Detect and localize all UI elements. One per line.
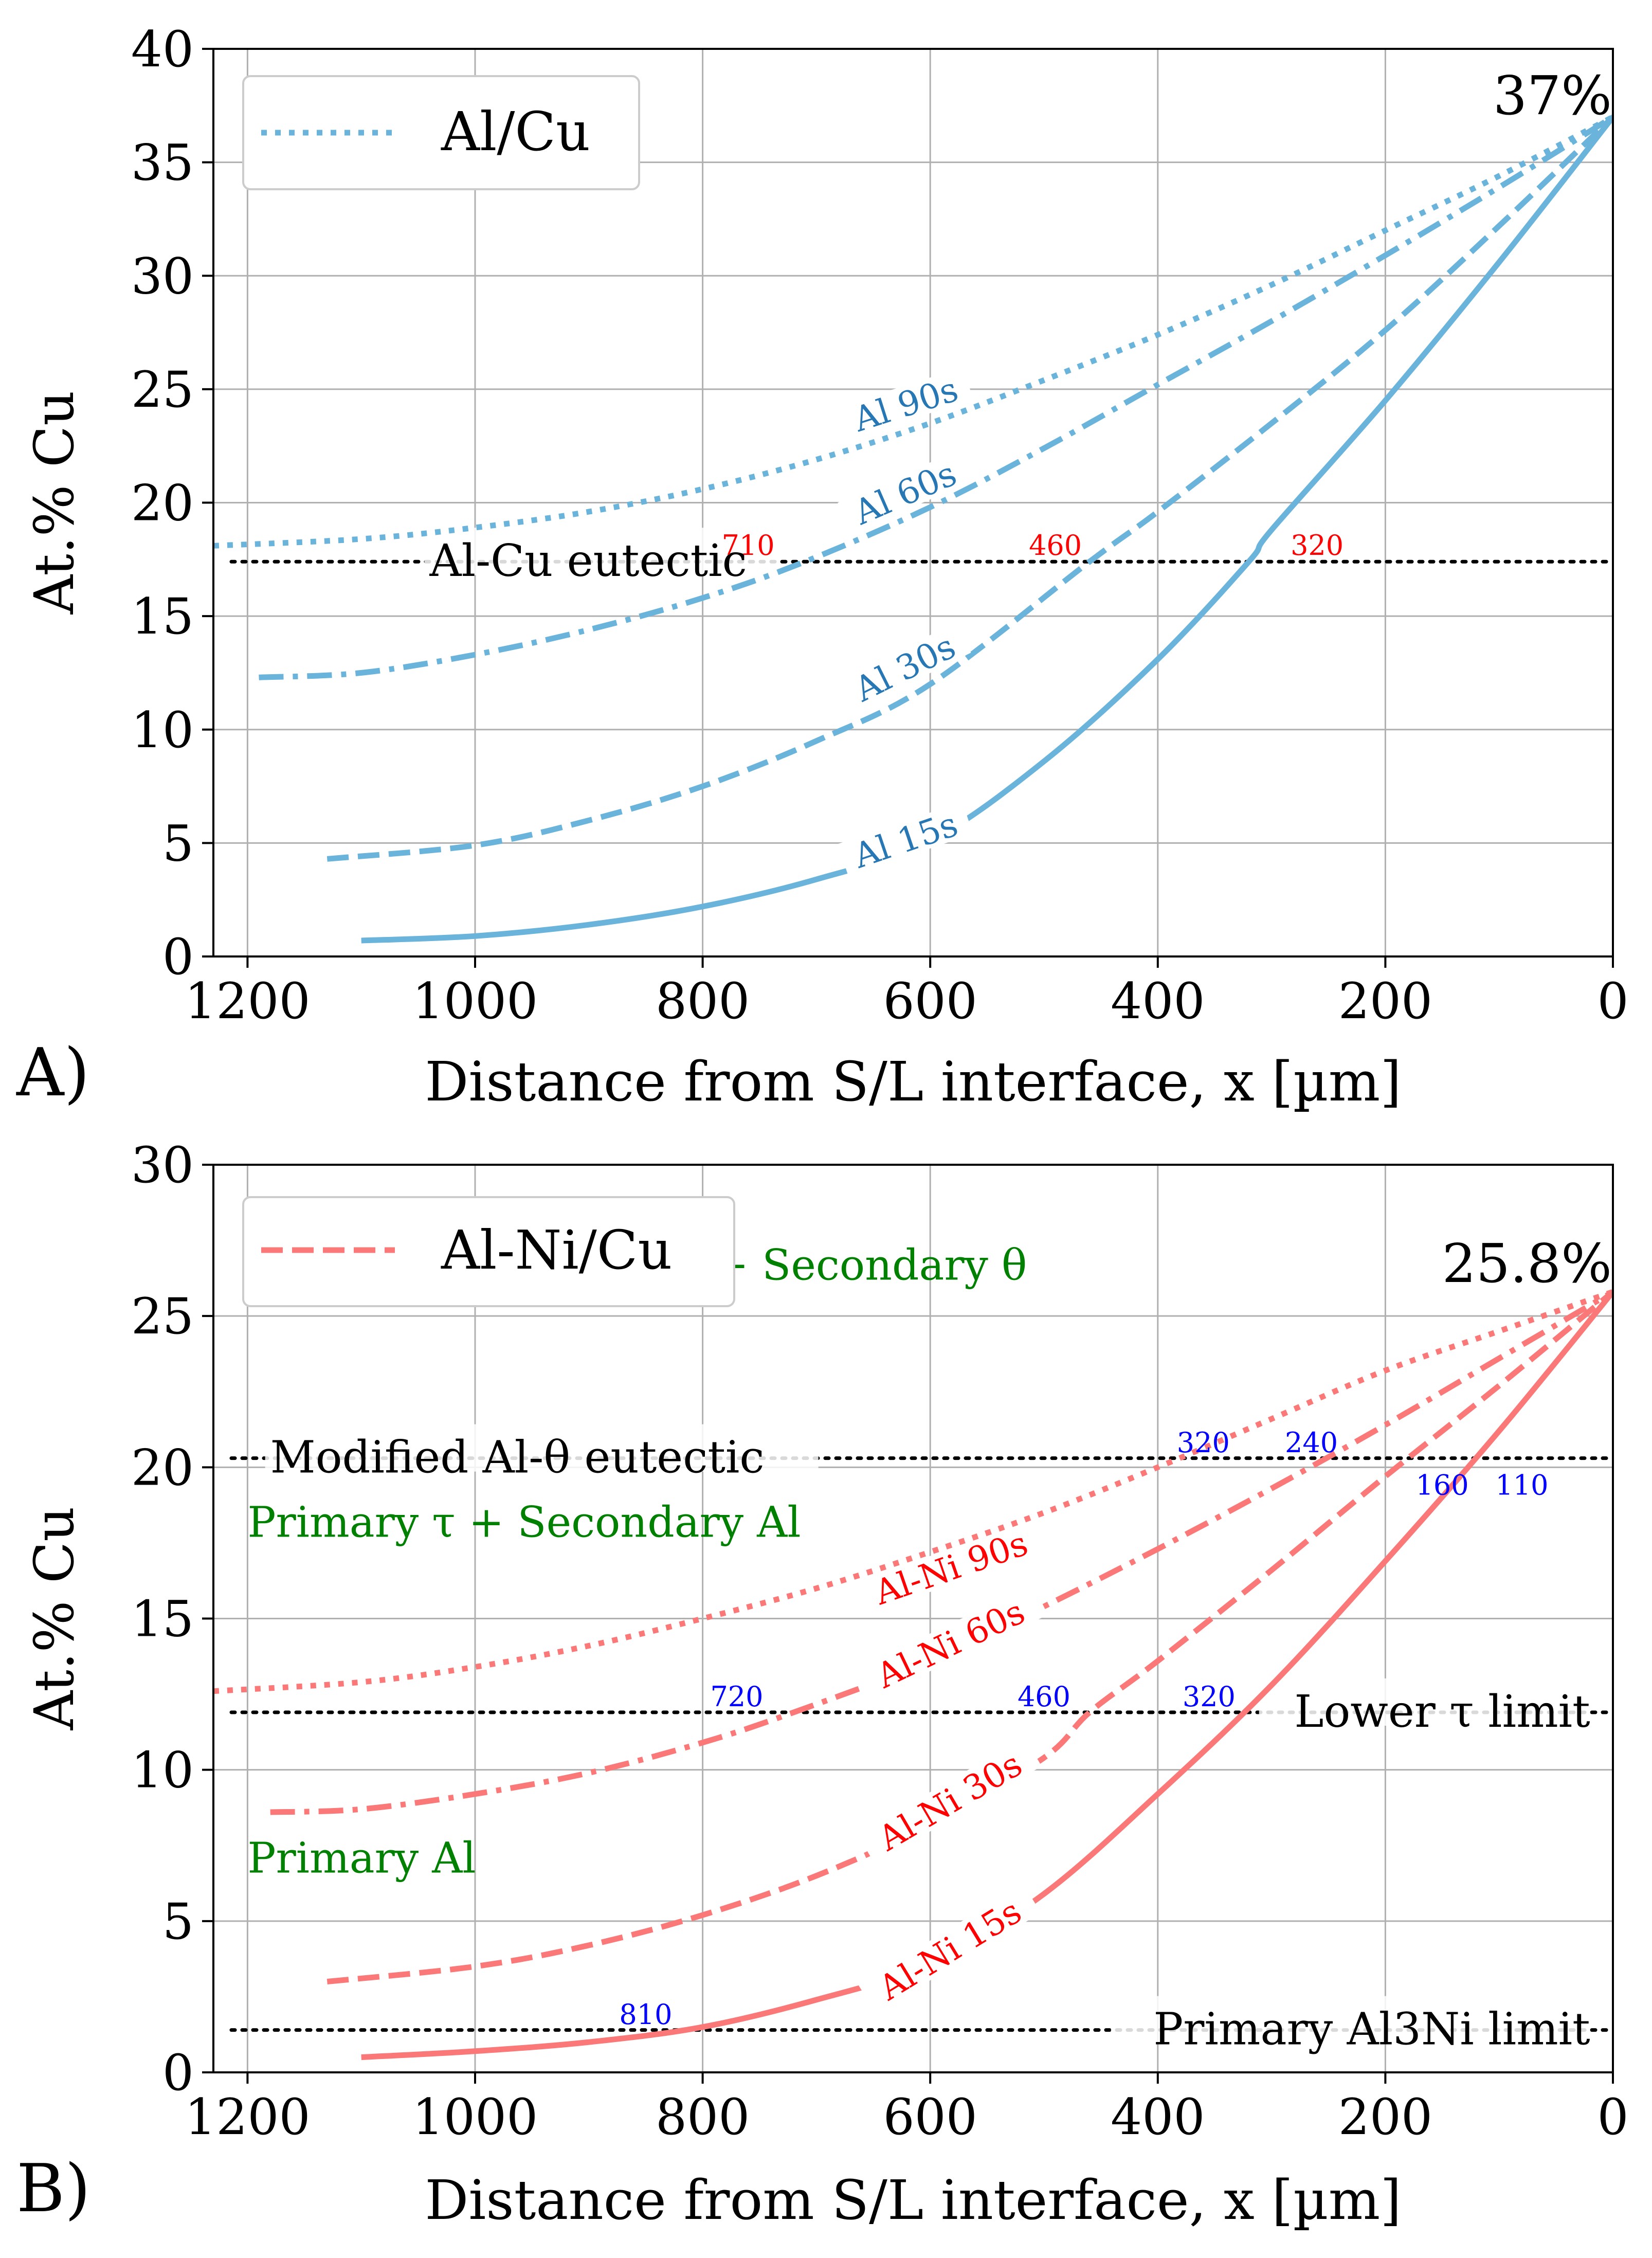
crossing-label: 320 [1183, 1681, 1236, 1713]
x-tick-label: 0 [1597, 2088, 1628, 2146]
reference-label-bg [1259, 1678, 1590, 1726]
panel-a-legend-label: Al/Cu [441, 100, 590, 163]
curve-label-bg [838, 367, 973, 440]
y-tick-label: 35 [131, 134, 194, 192]
y-tick-label: 0 [162, 2044, 194, 2102]
panel-a-end-label: 37% [1493, 64, 1612, 127]
curve-label-bg [854, 1519, 1048, 1615]
panel-b-chart: Modified Al-θ eutectic Lower τ limit Prima… [16, 1136, 1629, 2232]
panel-b-legend: Al-Ni/Cu [242, 1196, 735, 1307]
x-tick-label: 1200 [185, 2088, 310, 2146]
crossing-label: 810 [619, 1998, 672, 2031]
series-line-al-90s [213, 114, 1613, 549]
crossing-label: 720 [710, 1681, 763, 1713]
y-tick-label: 25 [131, 361, 194, 419]
x-tick-label: 1000 [412, 2088, 538, 2146]
crossing-label: 160 [1416, 1469, 1469, 1501]
x-tick-label: 1200 [185, 972, 310, 1030]
panel-a-ticks: 1200 1000 800 600 400 200 0 0 5 10 15 20 25 30 35 40 [131, 21, 1629, 1030]
panel-a-x-axis-title: Distance from S/L interface, x [µm] [425, 1050, 1401, 1113]
panel-a-legend: Al/Cu [242, 75, 640, 190]
curve-label-bg [838, 622, 971, 712]
curve-label-bg [856, 1585, 1045, 1700]
panel-b-y-axis-title: At.% Cu [23, 1507, 86, 1731]
y-tick-label: 20 [131, 1439, 194, 1496]
region-label: Primary τ + Secondary Al [247, 1498, 801, 1547]
y-tick-label: 30 [131, 1136, 194, 1194]
crossing-label: 320 [1291, 529, 1344, 562]
series-line-al-60s [259, 114, 1613, 680]
panel-b-end-label: 25.8% [1442, 1232, 1612, 1295]
reference-label: Modified Al-θ eutectic [270, 1432, 765, 1484]
panel-a-crossing-labels: 710 460 320 [722, 529, 1344, 562]
x-tick-label: 400 [1111, 2088, 1205, 2146]
panel-b-legend-box [242, 1196, 735, 1307]
region-label: Primary Al [247, 1834, 476, 1883]
y-tick-label: 10 [131, 1742, 194, 1799]
reference-label-bg [265, 1424, 819, 1472]
curve-label-bg [838, 450, 972, 534]
y-tick-label: 5 [162, 815, 194, 872]
y-tick-label: 40 [131, 21, 194, 78]
panel-a-ref-lines: Al-Cu eutectic [229, 528, 1611, 587]
y-tick-label: 25 [131, 1288, 194, 1345]
panel-b-ref-lines: Modified Al-θ eutectic Lower τ limit Prima… [229, 1424, 1611, 2055]
crossing-label: 320 [1177, 1426, 1230, 1459]
panel-b-ticks: 1200 1000 800 600 400 200 0 0 5 10 15 20 25 30 [131, 1136, 1629, 2146]
x-tick-label: 600 [883, 972, 977, 1030]
reference-label: Primary Al3Ni limit [1153, 2004, 1590, 2055]
x-tick-label: 1000 [412, 972, 538, 1030]
curve-label-bg [857, 1737, 1042, 1864]
series-line-al-30s [326, 115, 1613, 862]
y-tick-label: 15 [131, 1591, 194, 1648]
panel-a-legend-box [242, 75, 640, 190]
x-tick-label: 200 [1338, 972, 1432, 1030]
reference-label-bg [424, 528, 780, 575]
series-line-al-ni-90s [213, 1289, 1613, 1694]
x-tick-label: 400 [1111, 972, 1205, 1030]
reference-label-bg [1111, 1996, 1590, 2044]
crossing-label: 460 [1029, 529, 1082, 562]
x-tick-label: 0 [1597, 972, 1628, 1030]
y-tick-label: 15 [131, 588, 194, 645]
crossing-label: 240 [1285, 1426, 1338, 1459]
crossing-label: 710 [722, 529, 775, 562]
y-tick-label: 10 [131, 701, 194, 759]
panel-a-series [213, 114, 1613, 944]
x-tick-label: 800 [656, 2088, 750, 2146]
panel-b-crossing-labels: 320 240 160 110 720 460 320 810 [619, 1426, 1548, 2031]
y-tick-label: 5 [162, 1893, 194, 1950]
panel-b-x-axis-title: Distance from S/L interface, x [µm] [425, 2169, 1401, 2232]
x-tick-label: 800 [656, 972, 750, 1030]
x-tick-label: 200 [1338, 2088, 1432, 2146]
crossing-label: 110 [1495, 1469, 1548, 1501]
panel-b-letter: B) [16, 2151, 90, 2227]
panel-b-legend-label: Al-Ni/Cu [441, 1219, 672, 1281]
y-tick-label: 30 [131, 247, 194, 305]
series-line-al-ni-15s [361, 1290, 1613, 2061]
crossing-label: 460 [1018, 1681, 1070, 1713]
panel-a-y-axis-title: At.% Cu [23, 391, 86, 615]
reference-label: Al-Cu eutectic [429, 535, 747, 587]
curve-label-bg [858, 1884, 1041, 2014]
panel-a-letter: A) [16, 1035, 89, 1111]
y-tick-label: 20 [131, 475, 194, 532]
series-line-al-15s [361, 115, 1613, 944]
reference-label: Lower τ limit [1294, 1686, 1590, 1738]
y-tick-label: 0 [162, 928, 194, 986]
curve-label-bg [837, 802, 973, 876]
x-tick-label: 600 [883, 2088, 977, 2146]
